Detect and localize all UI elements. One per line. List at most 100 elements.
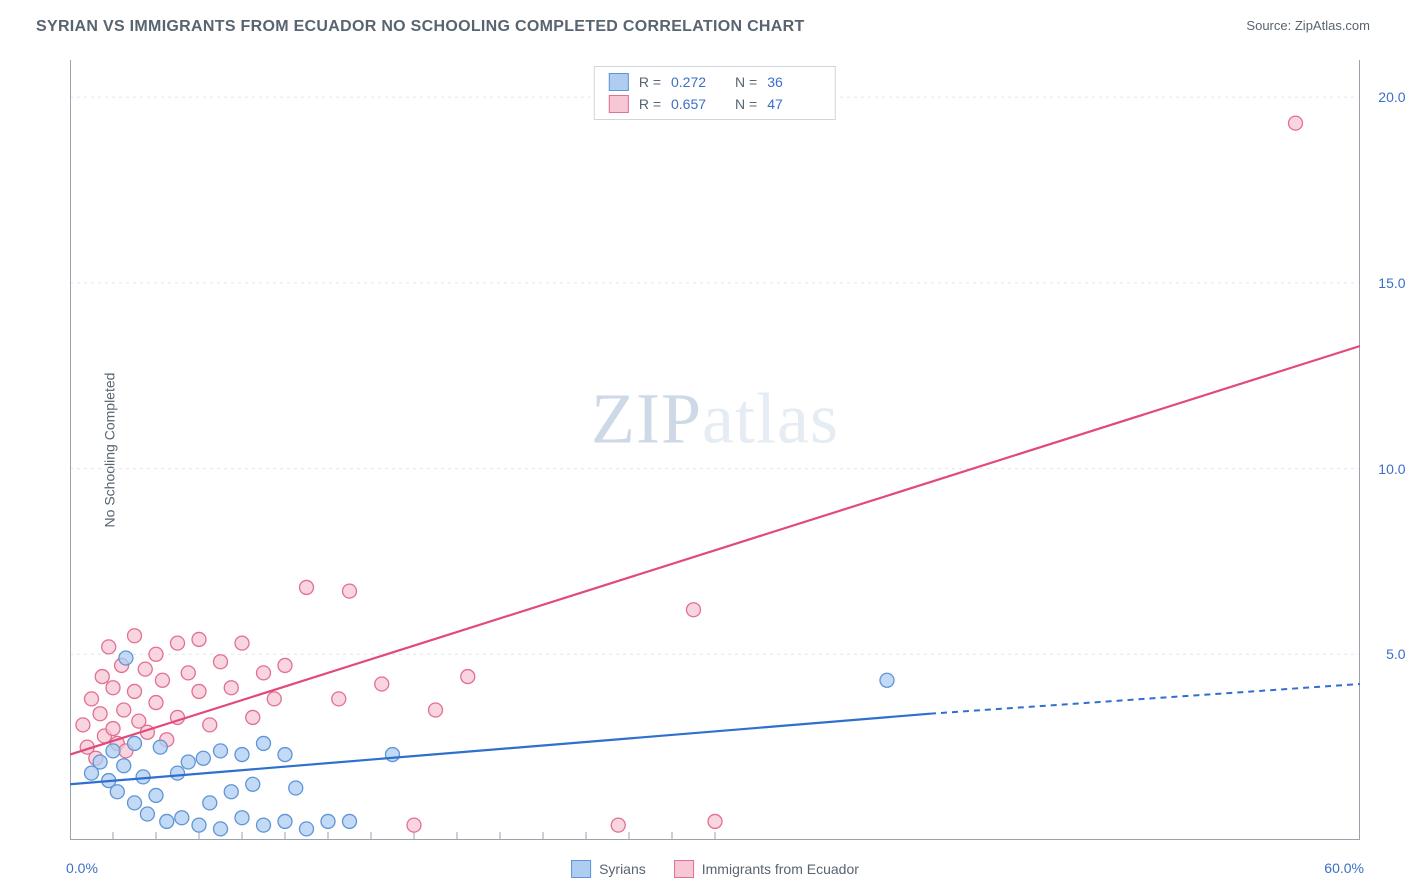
data-point (235, 811, 249, 825)
y-tick-label: 20.0% (1378, 89, 1406, 105)
data-point (203, 796, 217, 810)
data-point (278, 658, 292, 672)
data-point (93, 755, 107, 769)
data-point (110, 785, 124, 799)
data-point (332, 692, 346, 706)
data-point (181, 755, 195, 769)
legend-item-ecuador: Immigrants from Ecuador (674, 860, 859, 878)
data-point (278, 748, 292, 762)
legend-label-ecuador: Immigrants from Ecuador (702, 861, 859, 877)
correlation-legend: R = 0.272 N = 36 R = 0.657 N = 47 (594, 66, 836, 120)
data-point (461, 670, 475, 684)
legend-label-syrians: Syrians (599, 861, 646, 877)
data-point (128, 629, 142, 643)
chart-title: SYRIAN VS IMMIGRANTS FROM ECUADOR NO SCH… (36, 18, 805, 36)
data-point (257, 666, 271, 680)
data-point (106, 744, 120, 758)
data-point (128, 796, 142, 810)
data-point (192, 684, 206, 698)
data-point (267, 692, 281, 706)
data-point (140, 807, 154, 821)
legend-swatch-syrians (571, 860, 591, 878)
legend-swatch-ecuador (609, 95, 629, 113)
data-point (76, 718, 90, 732)
legend-swatch-syrians (609, 73, 629, 91)
data-point (203, 718, 217, 732)
data-point (138, 662, 152, 676)
data-point (102, 640, 116, 654)
data-point (149, 788, 163, 802)
data-point (160, 814, 174, 828)
data-point (880, 673, 894, 687)
data-point (171, 636, 185, 650)
x-axis-max-label: 60.0% (1324, 860, 1364, 876)
data-point (117, 703, 131, 717)
y-tick-label: 15.0% (1378, 275, 1406, 291)
data-point (257, 736, 271, 750)
data-point (343, 584, 357, 598)
data-point (171, 766, 185, 780)
x-axis-min-label: 0.0% (66, 860, 98, 876)
data-point (196, 751, 210, 765)
legend-item-syrians: Syrians (571, 860, 646, 878)
data-point (192, 818, 206, 832)
data-point (175, 811, 189, 825)
data-point (611, 818, 625, 832)
data-point (149, 647, 163, 661)
data-point (708, 814, 722, 828)
legend-row-ecuador: R = 0.657 N = 47 (609, 93, 821, 115)
legend-r-value-syrians: 0.272 (671, 74, 725, 90)
data-point (224, 785, 238, 799)
data-point (375, 677, 389, 691)
data-point (85, 692, 99, 706)
trend-line (70, 346, 1360, 755)
data-point (119, 651, 133, 665)
data-point (1289, 116, 1303, 130)
data-point (300, 822, 314, 836)
legend-n-value-ecuador: 47 (767, 96, 821, 112)
data-point (246, 710, 260, 724)
data-point (214, 655, 228, 669)
data-point (321, 814, 335, 828)
trend-line-extrapolated (930, 684, 1360, 714)
legend-n-label: N = (735, 74, 757, 90)
data-point (128, 684, 142, 698)
data-point (106, 722, 120, 736)
data-point (149, 696, 163, 710)
legend-row-syrians: R = 0.272 N = 36 (609, 71, 821, 93)
data-point (687, 603, 701, 617)
data-point (343, 814, 357, 828)
data-point (257, 818, 271, 832)
data-point (246, 777, 260, 791)
data-point (278, 814, 292, 828)
data-point (106, 681, 120, 695)
y-tick-label: 5.0% (1386, 646, 1406, 662)
data-point (214, 822, 228, 836)
data-point (192, 632, 206, 646)
y-tick-label: 10.0% (1378, 461, 1406, 477)
data-point (181, 666, 195, 680)
data-point (155, 673, 169, 687)
legend-swatch-ecuador (674, 860, 694, 878)
source-link[interactable]: ZipAtlas.com (1295, 18, 1370, 33)
data-point (153, 740, 167, 754)
scatter-plot (70, 60, 1360, 840)
series-legend: Syrians Immigrants from Ecuador (571, 860, 859, 878)
data-point (300, 580, 314, 594)
data-point (214, 744, 228, 758)
legend-n-value-syrians: 36 (767, 74, 821, 90)
data-point (95, 670, 109, 684)
data-point (235, 636, 249, 650)
source-label: Source: (1246, 18, 1291, 33)
legend-r-value-ecuador: 0.657 (671, 96, 725, 112)
data-point (386, 748, 400, 762)
data-point (429, 703, 443, 717)
legend-r-label: R = (639, 74, 661, 90)
data-point (289, 781, 303, 795)
chart-area: No Schooling Completed ZIPatlas R = 0.27… (70, 60, 1360, 840)
data-point (235, 748, 249, 762)
legend-r-label: R = (639, 96, 661, 112)
legend-n-label: N = (735, 96, 757, 112)
data-point (407, 818, 421, 832)
data-point (117, 759, 131, 773)
